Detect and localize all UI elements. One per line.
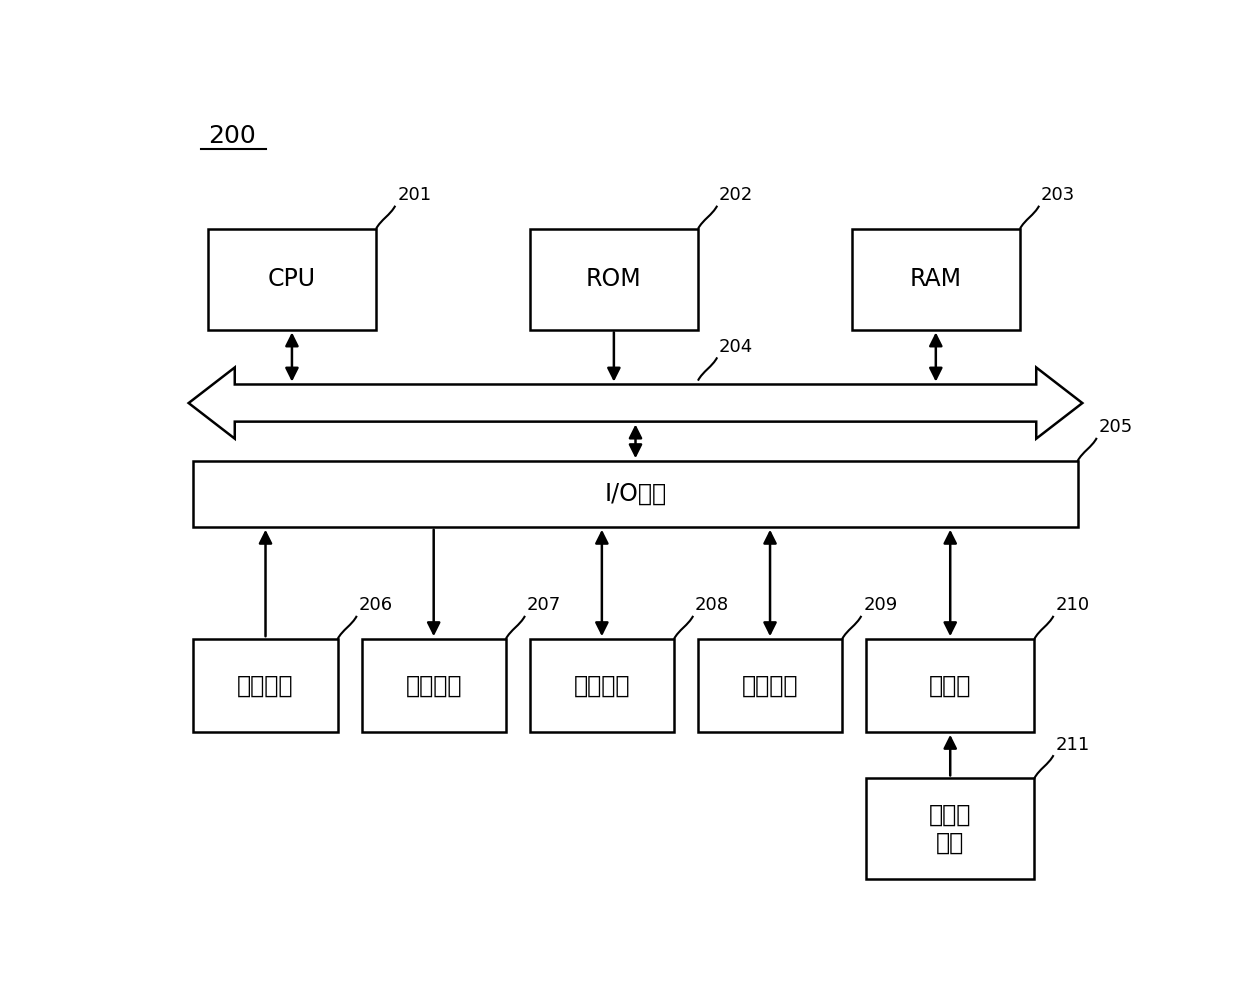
Text: I/O接口: I/O接口 bbox=[604, 482, 667, 506]
Text: 211: 211 bbox=[1055, 736, 1090, 754]
Text: 输出部分: 输出部分 bbox=[405, 673, 463, 697]
Text: 输入部分: 输入部分 bbox=[237, 673, 294, 697]
Text: 驱动器: 驱动器 bbox=[929, 673, 971, 697]
Text: RAM: RAM bbox=[910, 267, 962, 291]
Bar bbox=[362, 639, 506, 732]
Text: 201: 201 bbox=[397, 186, 432, 204]
Text: 207: 207 bbox=[527, 596, 562, 614]
Text: 200: 200 bbox=[208, 124, 255, 148]
Text: ROM: ROM bbox=[587, 267, 641, 291]
Bar bbox=[866, 639, 1034, 732]
Bar bbox=[193, 461, 1078, 527]
Bar bbox=[852, 229, 1019, 330]
Text: 210: 210 bbox=[1055, 596, 1090, 614]
Text: 206: 206 bbox=[358, 596, 393, 614]
Bar bbox=[208, 229, 376, 330]
Text: 可拆卸
介质: 可拆卸 介质 bbox=[929, 803, 971, 854]
Text: CPU: CPU bbox=[268, 267, 316, 291]
Text: 208: 208 bbox=[696, 596, 729, 614]
Bar bbox=[529, 639, 675, 732]
Bar bbox=[529, 229, 698, 330]
Bar bbox=[193, 639, 337, 732]
Text: 205: 205 bbox=[1099, 418, 1133, 436]
Polygon shape bbox=[188, 368, 1083, 438]
Text: 203: 203 bbox=[1042, 186, 1075, 204]
Text: 储存部分: 储存部分 bbox=[574, 673, 630, 697]
Bar bbox=[866, 778, 1034, 879]
Text: 202: 202 bbox=[719, 186, 754, 204]
Bar bbox=[698, 639, 842, 732]
Text: 209: 209 bbox=[863, 596, 898, 614]
Text: 通信部分: 通信部分 bbox=[742, 673, 799, 697]
Text: 204: 204 bbox=[719, 338, 754, 356]
